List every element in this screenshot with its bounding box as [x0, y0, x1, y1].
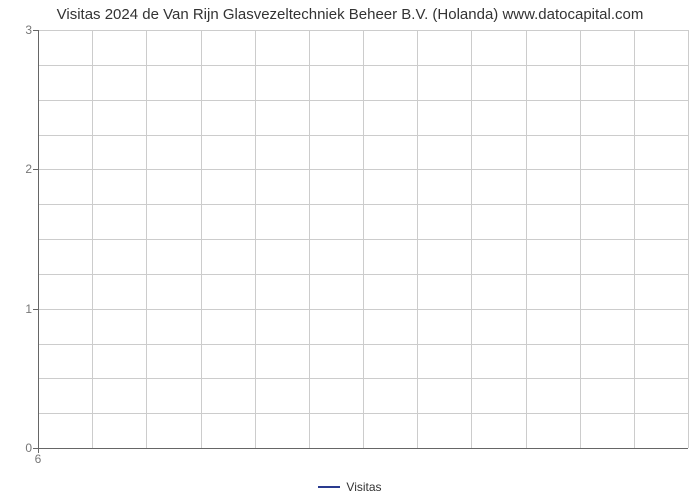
grid-line-vertical [92, 30, 93, 448]
grid-line-vertical [580, 30, 581, 448]
grid-line-vertical [309, 30, 310, 448]
grid-line-vertical [526, 30, 527, 448]
chart-legend: Visitas [0, 479, 700, 494]
grid-line-vertical [255, 30, 256, 448]
grid-line-vertical [201, 30, 202, 448]
grid-line-vertical [471, 30, 472, 448]
grid-line-vertical [417, 30, 418, 448]
y-axis-line [38, 30, 39, 448]
x-axis-line [38, 448, 688, 449]
visits-chart: Visitas 2024 de Van Rijn Glasvezeltechni… [0, 0, 700, 500]
y-tick-mark [33, 309, 38, 310]
plot-area: 01236 [38, 30, 688, 448]
y-tick-mark [33, 169, 38, 170]
chart-title: Visitas 2024 de Van Rijn Glasvezeltechni… [0, 6, 700, 23]
grid-line-vertical [146, 30, 147, 448]
grid-line-vertical [634, 30, 635, 448]
legend-line-icon [318, 486, 340, 488]
legend-label: Visitas [346, 480, 381, 494]
x-tick-mark [38, 448, 39, 453]
grid-line-vertical [363, 30, 364, 448]
grid-line-vertical [688, 30, 689, 448]
y-tick-mark [33, 30, 38, 31]
